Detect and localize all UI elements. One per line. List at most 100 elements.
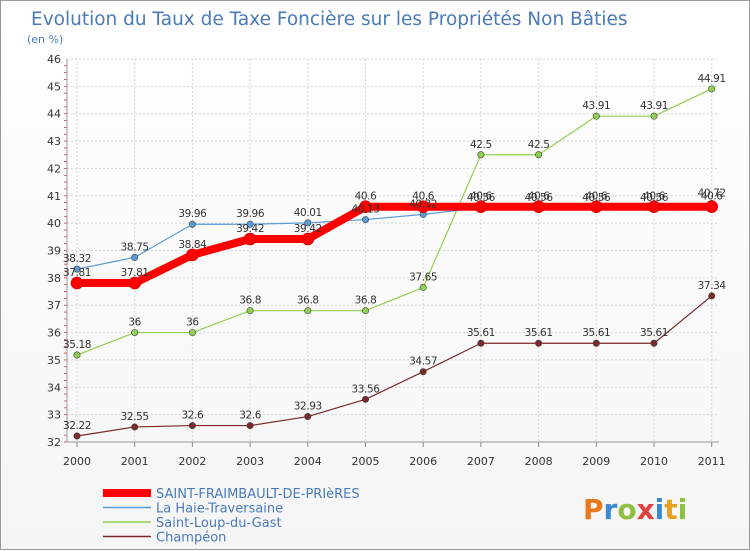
- logo-letter: P: [583, 493, 604, 526]
- y-tick-label: 39: [47, 245, 61, 258]
- data-point: [246, 307, 254, 315]
- y-tick-label: 44: [47, 108, 61, 121]
- data-label: 40.6: [412, 191, 434, 203]
- data-label: 35.61: [582, 327, 610, 339]
- data-label: 39.42: [294, 223, 322, 235]
- y-tick-label: 42: [47, 162, 61, 175]
- y-tick-label: 33: [47, 409, 61, 422]
- data-label: 40.01: [294, 207, 322, 219]
- data-point: [477, 339, 485, 347]
- grid-layer: [67, 58, 719, 443]
- data-label: 35.61: [525, 327, 553, 339]
- data-point: [70, 276, 84, 290]
- data-point: [361, 307, 369, 315]
- x-tick-label: 2004: [294, 455, 322, 468]
- data-point: [705, 200, 719, 214]
- labels-3: 32.22 32.55 32.6 32.6 32.93 33.56 34.57 35.61 35…: [63, 280, 727, 432]
- logo-letter: i: [678, 493, 688, 526]
- x-tick-label: 2000: [63, 455, 91, 468]
- y-tick-label: 45: [47, 80, 61, 93]
- labels-1: 38.32 38.75 39.96 39.96 40.01 40.13 40.32 40.56…: [63, 187, 726, 265]
- data-point: [419, 368, 427, 376]
- logo-letter: t: [664, 493, 677, 526]
- chart-title: Evolution du Taux de Taxe Foncière sur l…: [31, 9, 628, 30]
- data-label: 36: [128, 317, 141, 329]
- data-label: 38.75: [121, 241, 149, 253]
- data-point: [592, 339, 600, 347]
- series-line: [76, 88, 713, 356]
- data-point: [128, 276, 141, 290]
- data-point: [301, 232, 315, 246]
- data-point: [708, 85, 716, 93]
- series-line: [76, 295, 713, 437]
- data-label: 38.32: [63, 253, 91, 265]
- data-label: 39.42: [236, 223, 264, 235]
- x-tick-label: 2006: [409, 455, 437, 468]
- data-point: [361, 216, 369, 224]
- x-tick-label: 2007: [467, 455, 495, 468]
- data-label: 40.56: [525, 192, 554, 204]
- data-label: 44.91: [698, 73, 726, 85]
- data-label: 36.8: [355, 295, 377, 307]
- data-point: [188, 329, 196, 337]
- series-line: [73, 202, 716, 288]
- x-tick-label: 2009: [582, 455, 610, 468]
- data-label: 40.6: [643, 191, 665, 203]
- data-point: [304, 413, 312, 421]
- data-point: [73, 432, 81, 440]
- legend-label: Champéon: [156, 531, 226, 546]
- data-label: 40.72: [698, 187, 726, 199]
- data-point: [188, 422, 196, 430]
- y-tick-label: 32: [47, 436, 61, 449]
- data-point: [361, 395, 369, 403]
- data-label: 40.32: [409, 198, 437, 210]
- data-label: 36.8: [297, 295, 319, 307]
- data-label: 36.8: [239, 295, 261, 307]
- data-label: 40.6: [701, 191, 723, 203]
- data-label: 40.6: [585, 191, 607, 203]
- data-point: [304, 307, 312, 315]
- x-tick-label: 2008: [525, 455, 553, 468]
- data-point: [419, 283, 427, 291]
- labels-2: 35.18 36 36 36.8 36.8 36.8 37.65 42.5 42.5 43.91 4…: [63, 73, 726, 351]
- x-tick-label: 2011: [698, 455, 726, 468]
- data-label: 33.56: [351, 383, 380, 395]
- logo-letter: o: [617, 493, 636, 526]
- data-label: 43.91: [582, 100, 610, 112]
- data-label: 32.55: [121, 411, 149, 423]
- data-label: 37.81: [121, 267, 149, 279]
- y-axis-unit: (en %): [27, 33, 63, 46]
- data-label: 39.96: [236, 208, 265, 220]
- data-label: 42.5: [470, 139, 492, 151]
- x-tick-label: 2010: [640, 455, 668, 468]
- data-label: 35.61: [467, 327, 495, 339]
- data-label: 40.6: [355, 191, 377, 203]
- data-point: [359, 200, 372, 214]
- data-point: [246, 220, 254, 228]
- data-label: 36: [186, 317, 199, 329]
- data-label: 40.56: [467, 192, 496, 204]
- y-tick-label: 43: [47, 135, 61, 148]
- data-point: [589, 200, 603, 214]
- data-point: [131, 329, 139, 337]
- y-tick-label: 40: [47, 217, 61, 230]
- series-2: [73, 85, 716, 359]
- data-point: [532, 200, 545, 214]
- data-point: [650, 339, 658, 347]
- data-point: [246, 422, 254, 430]
- logo-letter: x: [637, 493, 655, 526]
- x-tick-label: 2003: [236, 455, 264, 468]
- data-point: [186, 248, 199, 262]
- y-tick-label: 41: [47, 190, 61, 203]
- data-label: 37.81: [63, 267, 91, 279]
- data-label: 32.6: [239, 410, 261, 422]
- data-point: [188, 220, 196, 228]
- legend-label: Saint-Loup-du-Gast: [156, 516, 282, 531]
- data-label: 40.13: [351, 204, 379, 216]
- data-label: 32.6: [182, 410, 204, 422]
- y-tick-label: 38: [47, 272, 61, 285]
- y-tick-label: 37: [47, 299, 61, 312]
